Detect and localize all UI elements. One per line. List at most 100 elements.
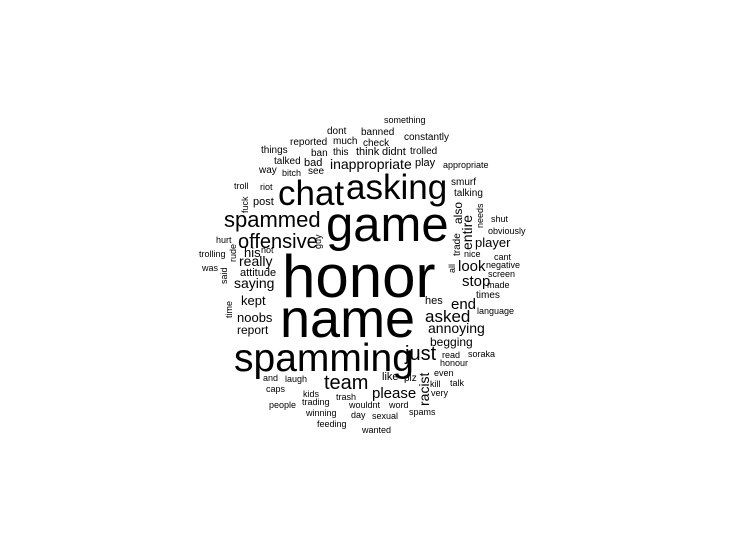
word-trolling: trolling xyxy=(199,249,226,259)
word-annoying: annoying xyxy=(428,320,485,336)
word-things: things xyxy=(261,145,288,156)
word-kill: kill xyxy=(430,379,441,389)
word-wanted: wanted xyxy=(362,425,392,435)
word-and: and xyxy=(263,373,279,383)
word-saying: saying xyxy=(234,275,275,291)
word-offensive: offensive xyxy=(238,231,318,253)
word-player: player xyxy=(475,235,511,250)
word-bad: bad xyxy=(304,157,323,169)
word-even: even xyxy=(434,368,454,378)
word-banned: banned xyxy=(361,127,395,138)
word-spammed: spammed xyxy=(224,207,321,232)
word-spamming: spamming xyxy=(234,337,414,380)
word-check: check xyxy=(363,138,390,149)
word-talk: talk xyxy=(450,378,465,388)
word-bitch: bitch xyxy=(282,168,302,178)
word-trolled: trolled xyxy=(410,146,438,157)
word-nice: nice xyxy=(464,249,481,259)
word-stop: stop xyxy=(462,273,491,290)
word-smurf: smurf xyxy=(451,177,476,188)
word-wouldnt: wouldnt xyxy=(349,400,381,410)
word-chat: chat xyxy=(278,174,345,213)
word-look: look xyxy=(458,258,486,275)
word-asked: asked xyxy=(425,307,471,326)
word-caps: caps xyxy=(266,384,286,394)
word-just: just xyxy=(405,343,437,365)
word-honour: honour xyxy=(440,358,469,368)
word-was: was xyxy=(202,263,219,273)
word-please: please xyxy=(372,385,417,402)
word-kept: kept xyxy=(241,293,266,308)
word-people: people xyxy=(269,400,297,410)
word-talked: talked xyxy=(274,156,301,167)
word-play: play xyxy=(415,157,436,169)
word-think: think xyxy=(356,146,380,158)
word-not: not xyxy=(261,245,274,255)
word-much: much xyxy=(333,136,358,147)
word-plz: plz xyxy=(404,373,417,384)
word-appropriate: appropriate xyxy=(443,160,489,170)
word-troll: troll xyxy=(234,181,249,191)
word-all: all xyxy=(447,263,457,273)
word-post: post xyxy=(253,196,274,208)
word-game: game xyxy=(326,198,449,252)
word-see: see xyxy=(308,166,325,177)
word-rude: rude xyxy=(228,243,238,262)
word-very: very xyxy=(431,388,449,398)
word-day: day xyxy=(351,410,366,420)
word-hurt: hurt xyxy=(216,235,232,245)
word-team: team xyxy=(324,372,369,394)
word-said: said xyxy=(219,267,229,284)
word-also: also xyxy=(451,201,465,224)
word-obviously: obviously xyxy=(488,226,526,236)
word-trading: trading xyxy=(302,397,330,407)
word-asking: asking xyxy=(346,168,448,207)
word-constantly: constantly xyxy=(404,132,450,143)
word-inappropriate: inappropriate xyxy=(330,156,412,172)
word-begging: begging xyxy=(430,335,473,349)
word-made: made xyxy=(487,280,510,290)
word-dont: dont xyxy=(327,126,347,137)
word-name: name xyxy=(280,289,416,349)
word-trash: trash xyxy=(336,392,357,402)
word-really: really xyxy=(239,253,273,269)
word-end: end xyxy=(451,296,477,313)
word-needs: needs xyxy=(475,203,485,228)
word-spams: spams xyxy=(409,407,436,417)
word-times: times xyxy=(476,290,500,301)
word-read: read xyxy=(442,350,461,360)
word-laugh: laugh xyxy=(285,374,308,384)
word-guy: guy xyxy=(313,234,323,249)
word-racist: racist xyxy=(416,372,432,406)
word-attitude: attitude xyxy=(240,267,277,279)
word-didnt: didnt xyxy=(382,146,406,158)
word-word: word xyxy=(389,400,409,410)
word-honor: honor xyxy=(282,243,436,310)
word-winning: winning xyxy=(306,408,337,418)
word-talking: talking xyxy=(454,188,483,199)
word-fuck: fuck xyxy=(240,196,250,213)
word-soraka: soraka xyxy=(468,349,496,359)
word-shut: shut xyxy=(491,214,509,224)
word-cant: cant xyxy=(494,252,512,262)
word-something: something xyxy=(384,115,426,125)
word-hes: hes xyxy=(425,295,443,307)
word-report: report xyxy=(237,323,269,337)
word-trade: trade xyxy=(452,233,463,256)
word-sexual: sexual xyxy=(372,411,399,421)
word-time: time xyxy=(224,300,234,318)
word-his: his xyxy=(244,245,261,260)
word-way: way xyxy=(259,165,277,176)
word-riot: riot xyxy=(260,182,273,192)
word-screen: screen xyxy=(488,269,516,279)
word-reported: reported xyxy=(290,137,328,148)
word-ban: ban xyxy=(311,148,328,159)
word-noobs: noobs xyxy=(237,310,273,325)
word-language: language xyxy=(477,306,515,316)
word-like: like xyxy=(382,371,399,383)
word-this: this xyxy=(333,147,349,158)
word-negative: negative xyxy=(486,260,521,270)
word-kids: kids xyxy=(303,389,320,399)
word-feeding: feeding xyxy=(317,419,347,429)
